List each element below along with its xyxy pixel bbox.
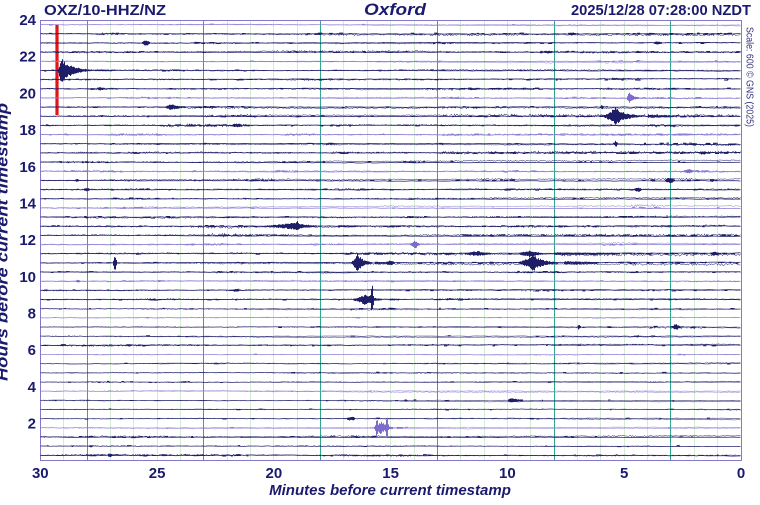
svg-text:24: 24	[19, 12, 36, 29]
svg-text:6: 6	[28, 342, 36, 359]
svg-text:30: 30	[32, 465, 49, 482]
svg-text:5: 5	[620, 465, 628, 482]
svg-text:18: 18	[19, 122, 36, 139]
svg-text:4: 4	[28, 379, 37, 396]
svg-text:Hours before current timestamp: Hours before current timestamp	[0, 103, 12, 381]
svg-text:Minutes before current timesta: Minutes before current timestamp	[269, 482, 511, 499]
svg-text:25: 25	[149, 465, 166, 482]
svg-text:8: 8	[28, 306, 36, 323]
svg-text:10: 10	[499, 465, 516, 482]
svg-text:20: 20	[19, 85, 36, 102]
svg-text:Scale: 600 © GNS (2025): Scale: 600 © GNS (2025)	[744, 27, 756, 127]
svg-text:15: 15	[382, 465, 399, 482]
svg-text:10: 10	[19, 269, 36, 286]
svg-text:2: 2	[28, 416, 36, 433]
svg-text:12: 12	[19, 232, 36, 249]
svg-text:22: 22	[19, 49, 36, 66]
svg-text:Oxford: Oxford	[364, 0, 427, 19]
svg-text:0: 0	[737, 465, 745, 482]
svg-text:14: 14	[19, 196, 36, 213]
svg-text:20: 20	[266, 465, 283, 482]
svg-text:16: 16	[19, 159, 36, 176]
svg-text:OXZ/10-HHZ/NZ: OXZ/10-HHZ/NZ	[44, 3, 166, 19]
svg-text:2025/12/28 07:28:00 NZDT: 2025/12/28 07:28:00 NZDT	[571, 3, 751, 19]
